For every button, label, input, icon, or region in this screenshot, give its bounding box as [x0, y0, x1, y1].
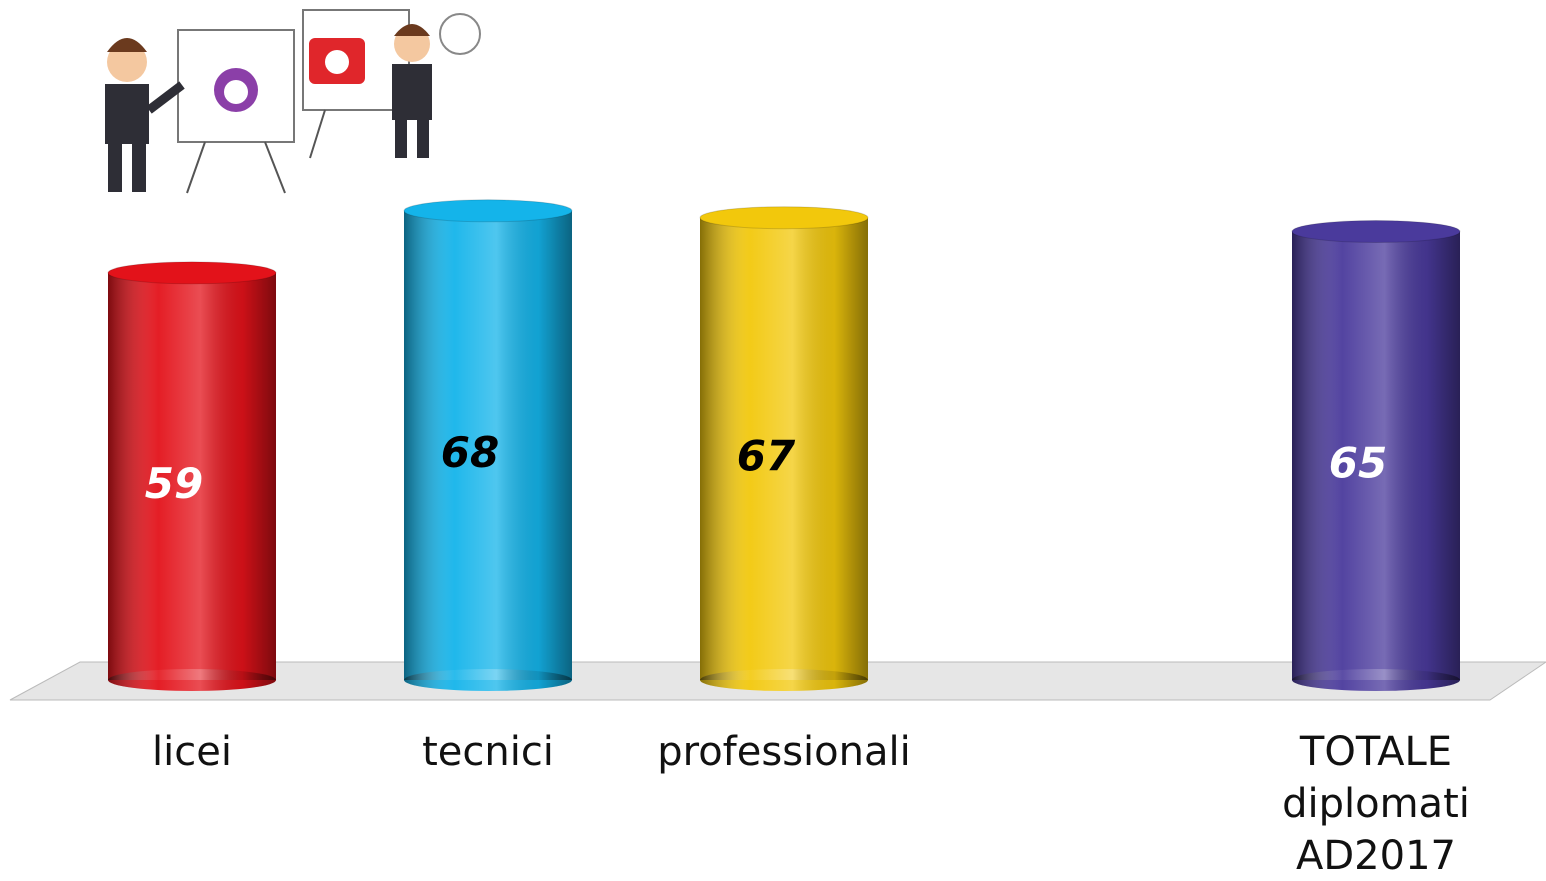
category-label: licei [152, 729, 232, 775]
category-label: professionali [657, 729, 911, 775]
bar-shade [700, 217, 868, 680]
illustration [105, 9, 481, 194]
value-label: 67 [737, 431, 796, 480]
value-label: 59 [145, 459, 203, 508]
category-label: tecnici [422, 729, 554, 775]
value-label: 65 [1329, 438, 1387, 487]
bar [1291, 220, 1461, 691]
bar-shade [108, 272, 276, 680]
bar-shade [1292, 231, 1460, 680]
bar-top [1291, 220, 1461, 243]
bar-top [403, 199, 573, 223]
category-label: TOTALE diplomati AD2017 [1282, 729, 1470, 879]
bar [403, 199, 573, 691]
bar-top [107, 261, 277, 285]
bar-top [699, 206, 869, 230]
bar [699, 206, 869, 691]
bar [107, 261, 277, 691]
value-label: 68 [441, 428, 499, 477]
bar-shade [404, 210, 572, 681]
